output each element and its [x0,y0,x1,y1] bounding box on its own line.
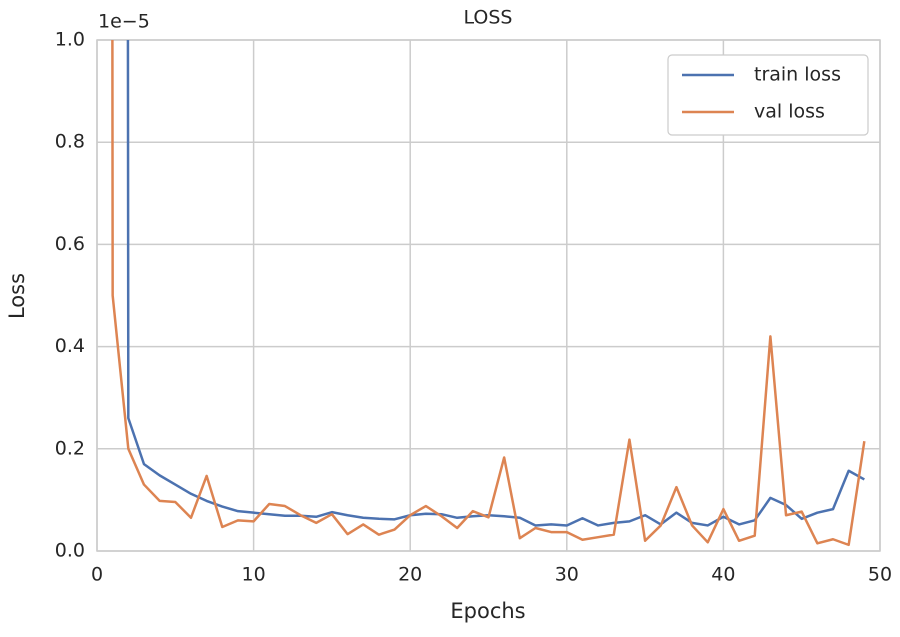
x-tick-label: 10 [242,564,266,586]
y-tick-label: 0.4 [55,335,85,357]
x-tick-label: 30 [555,564,579,586]
legend-label: train loss [754,64,841,86]
chart-title: LOSS [464,7,513,29]
y-axis-label: Loss [5,273,29,319]
x-tick-label: 0 [91,564,103,586]
y-tick-label: 0.6 [55,233,85,255]
y-tick-label: 1.0 [55,29,85,51]
y-tick-label: 0.8 [55,131,85,153]
legend: train loss val loss [667,54,869,136]
y-tick-label: 0.2 [55,437,85,459]
line-series [111,40,866,547]
x-tick-label: 40 [711,564,735,586]
x-axis-label: Epochs [450,599,525,623]
y-tick-label: 0.0 [55,540,85,562]
plot-frame [96,39,881,552]
plot-area [111,40,866,547]
x-tick-label: 20 [398,564,422,586]
offset-text: 1e−5 [98,11,150,33]
x-tick-label: 50 [868,564,892,586]
legend-label: val loss [754,101,825,123]
